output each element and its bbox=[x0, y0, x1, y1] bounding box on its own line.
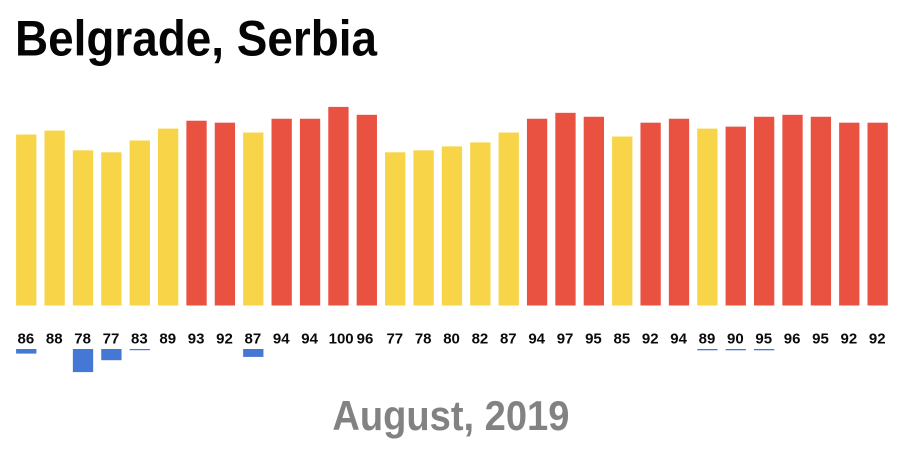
svg-text:92: 92 bbox=[642, 331, 659, 348]
svg-text:85: 85 bbox=[613, 331, 630, 348]
svg-text:92: 92 bbox=[216, 331, 233, 348]
svg-text:80: 80 bbox=[443, 331, 460, 348]
svg-text:78: 78 bbox=[74, 331, 91, 348]
svg-text:Belgrade, Serbia: Belgrade, Serbia bbox=[15, 11, 378, 67]
svg-text:77: 77 bbox=[386, 331, 403, 348]
svg-text:94: 94 bbox=[273, 331, 290, 348]
svg-text:82: 82 bbox=[472, 331, 489, 348]
svg-text:92: 92 bbox=[841, 331, 858, 348]
svg-text:100: 100 bbox=[329, 331, 354, 348]
svg-text:78: 78 bbox=[415, 331, 432, 348]
svg-text:95: 95 bbox=[585, 331, 602, 348]
svg-text:92: 92 bbox=[869, 331, 886, 348]
svg-text:88: 88 bbox=[46, 331, 63, 348]
svg-text:83: 83 bbox=[131, 331, 148, 348]
svg-text:89: 89 bbox=[159, 331, 176, 348]
svg-text:95: 95 bbox=[812, 331, 829, 348]
svg-text:89: 89 bbox=[699, 331, 716, 348]
svg-text:77: 77 bbox=[103, 331, 120, 348]
svg-text:94: 94 bbox=[301, 331, 318, 348]
svg-text:87: 87 bbox=[245, 331, 262, 348]
svg-text:95: 95 bbox=[755, 331, 772, 348]
svg-text:94: 94 bbox=[528, 331, 545, 348]
svg-text:86: 86 bbox=[18, 331, 35, 348]
svg-text:96: 96 bbox=[357, 331, 374, 348]
svg-text:August, 2019: August, 2019 bbox=[332, 392, 569, 439]
svg-text:97: 97 bbox=[557, 331, 574, 348]
svg-text:94: 94 bbox=[670, 331, 687, 348]
svg-text:96: 96 bbox=[784, 331, 801, 348]
svg-text:93: 93 bbox=[188, 331, 205, 348]
svg-text:90: 90 bbox=[727, 331, 744, 348]
svg-text:87: 87 bbox=[500, 331, 517, 348]
